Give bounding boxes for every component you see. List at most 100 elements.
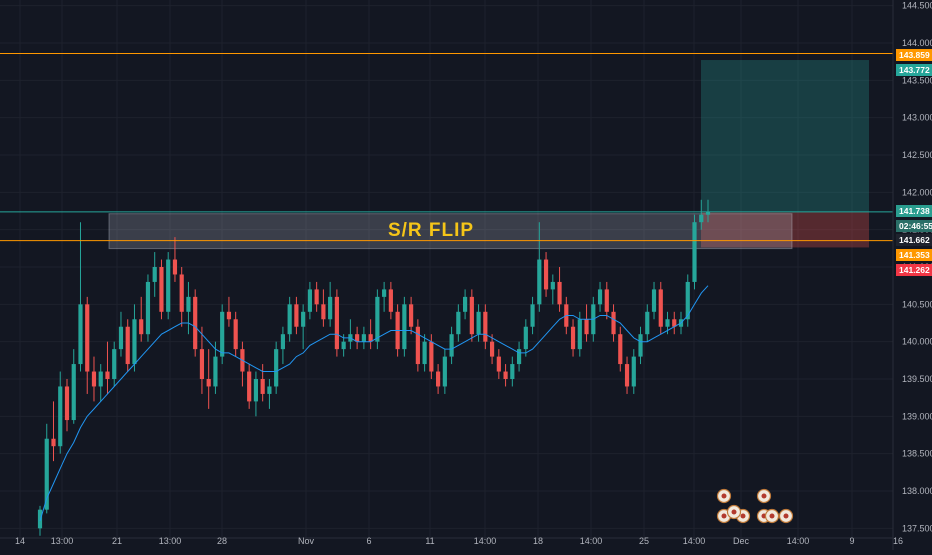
candle-body <box>415 326 420 365</box>
candle-body <box>503 371 508 379</box>
candle-body <box>611 311 616 335</box>
profit-zone[interactable] <box>701 60 869 212</box>
price-tag <box>896 249 932 261</box>
price-tag-label: 143.772 <box>899 65 930 75</box>
event-marker-dot-icon <box>740 513 746 519</box>
time-tick-label: Nov <box>298 536 315 546</box>
candle-body <box>152 267 157 282</box>
candle-body <box>186 296 191 312</box>
candle-body <box>429 341 434 372</box>
candle-body <box>456 311 461 335</box>
time-tick-label: Dec <box>733 536 750 546</box>
price-tag <box>896 64 932 76</box>
candle-body <box>226 311 232 320</box>
candle-body <box>267 386 272 394</box>
candle-body <box>665 319 670 327</box>
price-tick-label: 138.000 <box>902 486 932 496</box>
candle-body <box>206 379 211 387</box>
time-axis[interactable]: 14 13:00 21 13:00 28 Nov 6 11 14:00 18 14:00 25 14:0… <box>0 536 903 546</box>
candle-body <box>638 334 643 357</box>
candle-body <box>537 259 542 305</box>
candle-body <box>672 319 677 327</box>
price-tag <box>896 205 932 217</box>
price-tick-label: 139.000 <box>902 411 932 421</box>
candle-body <box>382 289 387 297</box>
horizontal-lines[interactable] <box>0 53 893 242</box>
event-marker-dot-icon <box>769 513 775 519</box>
candle-body <box>577 319 582 350</box>
candle-body <box>375 296 380 342</box>
candle-body <box>409 304 414 327</box>
ma-line <box>39 285 709 522</box>
candle-body <box>543 259 549 290</box>
candle-body <box>436 371 441 387</box>
candle-body <box>98 371 103 387</box>
price-tag-label: 141.738 <box>899 206 930 216</box>
sr-zone[interactable]: S/R FLIP <box>108 213 793 250</box>
candle-body <box>631 356 636 387</box>
moving-average <box>39 285 709 522</box>
candle-body <box>355 334 360 342</box>
event-marker-dot-icon <box>783 513 789 519</box>
candle-body <box>699 214 704 223</box>
candle-body <box>651 289 657 312</box>
event-marker-dot-icon <box>761 493 767 499</box>
price-tag-label: 02:46:55 <box>899 221 932 231</box>
price-tags: 143.859 143.772 141.738 02:46:55 141.662 141.… <box>896 49 932 276</box>
price-tick-label: 143.000 <box>902 113 932 123</box>
candle-body <box>118 326 124 350</box>
price-tick-label: 144.500 <box>902 1 932 11</box>
time-tick-label: 13:00 <box>51 536 74 546</box>
candle-body <box>139 319 144 335</box>
candle-body <box>125 326 130 365</box>
candle-body <box>449 334 454 357</box>
price-tick-label: 140.000 <box>902 337 932 347</box>
price-tick-label: 144.000 <box>902 38 932 48</box>
candle-body <box>685 281 690 320</box>
candle-body <box>516 349 522 365</box>
price-tick-label: 138.500 <box>902 449 932 459</box>
candle-body <box>85 304 90 372</box>
candle-body <box>166 259 171 312</box>
candle-body <box>597 289 603 305</box>
candle-body <box>658 289 663 327</box>
candle-body <box>105 371 110 379</box>
candles <box>37 199 711 536</box>
candle-body <box>328 296 333 320</box>
price-tick-label: 143.500 <box>902 75 932 85</box>
candle-body <box>91 371 97 387</box>
loss-zone[interactable] <box>701 211 869 248</box>
price-tag-label: 141.262 <box>899 265 930 275</box>
candle-body <box>58 386 63 447</box>
candle-body <box>112 349 117 379</box>
position-tool[interactable] <box>701 60 869 248</box>
candle-body <box>179 274 184 312</box>
candle-body <box>78 304 83 365</box>
candle-body <box>584 319 589 335</box>
candle-body <box>361 334 366 342</box>
candle-body <box>368 334 373 342</box>
price-tick-label: 140.500 <box>902 299 932 309</box>
price-tag-label: 143.859 <box>899 50 930 60</box>
candle-body <box>442 356 447 387</box>
candle-body <box>247 371 252 402</box>
candle-body <box>220 311 225 357</box>
event-markers[interactable] <box>716 488 794 524</box>
sr-zone-box[interactable] <box>108 213 793 250</box>
candle-body <box>307 289 312 312</box>
candle-body <box>334 296 339 350</box>
candle-body <box>314 289 319 305</box>
candle-body <box>557 281 562 305</box>
candle-body <box>645 311 650 335</box>
time-tick-label: 18 <box>533 536 543 546</box>
time-tick-label: 13:00 <box>159 536 182 546</box>
candle-body <box>172 259 178 275</box>
candle-body <box>37 509 43 529</box>
candle-body <box>483 311 488 342</box>
candle-body <box>570 326 576 350</box>
time-tick-label: 14:00 <box>580 536 603 546</box>
candle-body <box>402 304 407 350</box>
candle-body <box>274 349 279 387</box>
